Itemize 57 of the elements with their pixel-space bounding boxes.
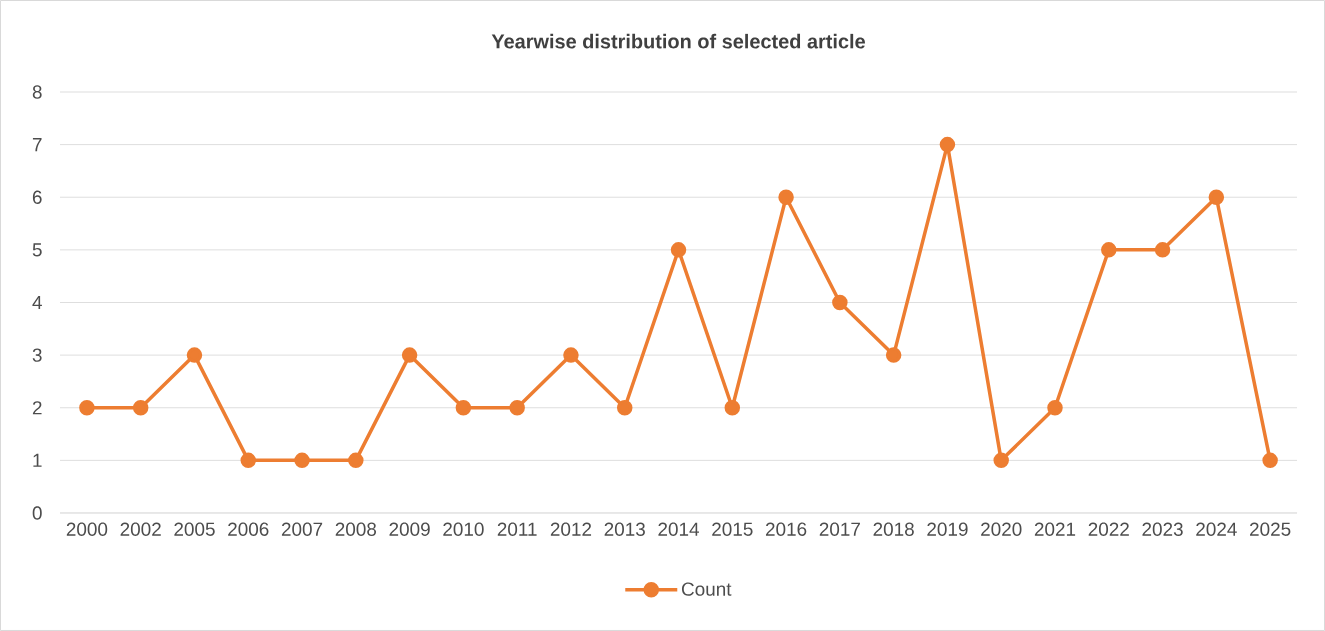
point [993, 452, 1009, 469]
point [778, 189, 794, 205]
point [1262, 452, 1278, 469]
x-tick-label: 2024 [1196, 522, 1237, 536]
y-tick-label: 4 [32, 295, 42, 309]
x-tick-label: 2020 [981, 522, 1022, 536]
y-tick-label: 6 [32, 190, 42, 204]
y-tick-label: 7 [32, 138, 42, 152]
y-tick-label: 5 [32, 243, 42, 257]
point [1047, 399, 1063, 416]
point [132, 399, 149, 416]
point [939, 136, 956, 153]
x-tick-label: 2014 [658, 522, 699, 536]
x-tick-label: 2008 [335, 522, 377, 536]
point [670, 242, 687, 258]
y-tick-label: 0 [32, 506, 42, 520]
x-tick-label: 2022 [1088, 522, 1129, 536]
x-tick-label: 2012 [550, 522, 592, 536]
x-tick-label: 2013 [604, 522, 645, 536]
x-tick-label: 2018 [873, 522, 914, 536]
point [348, 452, 364, 469]
point [509, 399, 525, 416]
point [186, 347, 203, 363]
point [885, 347, 902, 363]
x-tick-label: 2025 [1250, 522, 1291, 536]
x-tick-label: 2010 [443, 522, 484, 536]
point [724, 399, 741, 416]
y-tick-label: 2 [32, 401, 42, 415]
x-tick-label: 2011 [497, 522, 537, 536]
point [294, 452, 310, 469]
point [79, 399, 95, 416]
y-tick-label: 3 [32, 348, 42, 362]
x-tick-label: 2016 [765, 522, 807, 536]
point [616, 399, 633, 416]
x-tick-label: 2015 [712, 522, 753, 536]
legend-label: Count [681, 582, 732, 596]
point [1101, 242, 1117, 258]
x-tick-label: 2000 [66, 522, 108, 536]
x-tick-label: 2019 [927, 522, 968, 536]
x-tick-label: 2009 [389, 522, 430, 536]
point [1208, 189, 1225, 205]
y-tick-label: 8 [32, 85, 42, 99]
point [401, 347, 418, 363]
point [1154, 242, 1171, 258]
point [455, 399, 472, 416]
x-tick-label: 2007 [281, 522, 323, 536]
x-tick-label: 2005 [174, 522, 215, 536]
point [563, 347, 579, 363]
x-tick-label: 2023 [1142, 522, 1183, 536]
x-tick-label: 2002 [120, 522, 161, 536]
x-tick-label: 2021 [1034, 522, 1076, 536]
x-tick-label: 2006 [228, 522, 269, 536]
point [832, 294, 848, 311]
point [240, 452, 257, 469]
chart-title: Yearwise distribution of selected article [491, 33, 865, 49]
x-tick-label: 2017 [819, 522, 860, 536]
y-tick-label: 1 [33, 453, 42, 467]
